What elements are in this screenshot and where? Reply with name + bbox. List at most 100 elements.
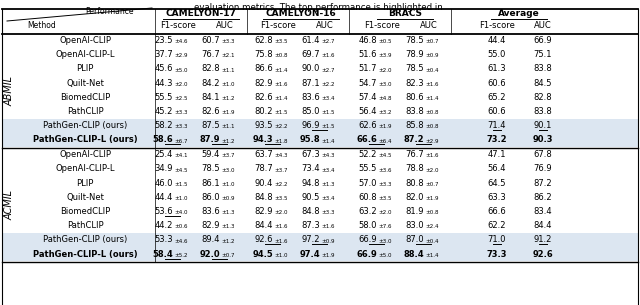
Text: ±2.9: ±2.9: [425, 139, 438, 144]
Text: 83.0: 83.0: [405, 221, 424, 230]
Text: ±1.4: ±1.4: [425, 96, 438, 101]
Text: ±1.0: ±1.0: [221, 82, 234, 87]
Text: 87.2: 87.2: [534, 179, 552, 188]
Text: 90.4: 90.4: [255, 179, 273, 188]
Text: ±3.3: ±3.3: [378, 182, 392, 187]
Text: 61.4: 61.4: [301, 36, 320, 45]
Text: PathGen-CLIP-L (ours): PathGen-CLIP-L (ours): [33, 135, 138, 145]
Text: 90.1: 90.1: [534, 121, 552, 130]
Text: ±1.2: ±1.2: [221, 239, 234, 244]
Text: Quilt-Net: Quilt-Net: [66, 193, 104, 202]
Text: 84.2: 84.2: [202, 79, 220, 88]
Text: 83.6: 83.6: [201, 207, 220, 216]
Text: 47.1: 47.1: [488, 150, 506, 159]
Text: 73.4: 73.4: [301, 164, 320, 174]
Text: PathGen-CLIP-L (ours): PathGen-CLIP-L (ours): [33, 249, 138, 259]
Text: ±0.8: ±0.8: [425, 124, 438, 130]
Text: ±1.5: ±1.5: [321, 110, 335, 115]
Text: F1-score: F1-score: [364, 21, 400, 30]
Text: ±0.4: ±0.4: [425, 68, 438, 73]
Text: 92.6: 92.6: [255, 235, 273, 244]
Text: ±1.6: ±1.6: [321, 224, 335, 229]
Text: 53.3: 53.3: [154, 235, 173, 244]
Text: 45.2: 45.2: [155, 107, 173, 116]
Text: ±4.3: ±4.3: [321, 153, 335, 158]
Text: ±2.1: ±2.1: [221, 53, 234, 59]
Text: 55.5: 55.5: [358, 164, 377, 174]
Text: ±1.6: ±1.6: [425, 82, 438, 87]
Text: ±2.0: ±2.0: [378, 210, 392, 215]
Text: AUC: AUC: [316, 21, 334, 30]
Text: 60.7: 60.7: [202, 36, 220, 45]
Text: 86.2: 86.2: [534, 193, 552, 202]
Text: 85.0: 85.0: [301, 107, 320, 116]
Text: 66.6: 66.6: [488, 207, 506, 216]
Text: 62.8: 62.8: [254, 36, 273, 45]
Text: 80.8: 80.8: [405, 179, 424, 188]
Text: 46.8: 46.8: [358, 36, 377, 45]
Text: 83.8: 83.8: [534, 64, 552, 74]
Text: ±4.5: ±4.5: [378, 153, 392, 158]
Text: ±0.7: ±0.7: [425, 182, 438, 187]
Text: 76.7: 76.7: [405, 150, 424, 159]
Text: 75.8: 75.8: [254, 50, 273, 59]
Text: 65.2: 65.2: [488, 93, 506, 102]
Text: ±1.9: ±1.9: [425, 196, 438, 201]
Text: ACMIL: ACMIL: [5, 190, 15, 220]
Text: ±2.7: ±2.7: [321, 39, 335, 44]
Text: 97.2: 97.2: [301, 235, 320, 244]
Text: CAMELYON-16: CAMELYON-16: [266, 9, 337, 19]
Text: ±1.2: ±1.2: [221, 96, 234, 101]
Text: PathCLIP: PathCLIP: [67, 221, 103, 230]
Text: ±0.7: ±0.7: [425, 39, 438, 44]
Text: ±2.0: ±2.0: [274, 210, 287, 215]
Text: 34.9: 34.9: [154, 164, 173, 174]
Text: 90.3: 90.3: [532, 135, 553, 145]
Text: 94.8: 94.8: [301, 179, 320, 188]
Text: F1-score: F1-score: [260, 21, 296, 30]
Text: 69.7: 69.7: [301, 50, 320, 59]
Text: AUC: AUC: [216, 21, 234, 30]
Text: 46.0: 46.0: [154, 179, 173, 188]
Text: ±1.6: ±1.6: [274, 224, 287, 229]
Text: 52.2: 52.2: [358, 150, 377, 159]
Text: 67.3: 67.3: [301, 150, 320, 159]
Text: ±0.9: ±0.9: [221, 196, 234, 201]
Text: 87.2: 87.2: [403, 135, 424, 145]
Text: ±1.5: ±1.5: [174, 182, 188, 187]
Text: ±2.2: ±2.2: [274, 182, 287, 187]
Text: ±0.8: ±0.8: [425, 110, 438, 115]
Text: PathCLIP: PathCLIP: [67, 107, 103, 116]
Text: 66.9: 66.9: [534, 36, 552, 45]
Text: 87.1: 87.1: [301, 79, 320, 88]
Text: evaluation metrics. The top performance is highlighted in: evaluation metrics. The top performance …: [195, 3, 445, 12]
Text: 62.6: 62.6: [358, 121, 377, 130]
Text: ±2.2: ±2.2: [274, 124, 287, 130]
Text: ±1.0: ±1.0: [174, 196, 188, 201]
Text: 63.2: 63.2: [358, 207, 377, 216]
Text: 59.4: 59.4: [202, 150, 220, 159]
Text: 95.8: 95.8: [300, 135, 320, 145]
Text: 64.5: 64.5: [488, 179, 506, 188]
Text: 87.0: 87.0: [405, 235, 424, 244]
Text: 82.9: 82.9: [255, 79, 273, 88]
Text: OpenAI-CLIP: OpenAI-CLIP: [59, 150, 111, 159]
Text: 86.1: 86.1: [202, 179, 220, 188]
Text: ±2.2: ±2.2: [321, 82, 335, 87]
Text: 88.4: 88.4: [403, 249, 424, 259]
Text: ±4.1: ±4.1: [174, 153, 188, 158]
Text: ±1.6: ±1.6: [425, 153, 438, 158]
Text: ±1.9: ±1.9: [221, 110, 234, 115]
Text: 97.4: 97.4: [300, 249, 320, 259]
Text: 78.5: 78.5: [202, 164, 220, 174]
Text: 83.8: 83.8: [405, 107, 424, 116]
Text: 87.5: 87.5: [202, 121, 220, 130]
Text: 51.6: 51.6: [358, 50, 377, 59]
Text: 71.0: 71.0: [488, 235, 506, 244]
Text: ±3.7: ±3.7: [221, 153, 234, 158]
Text: 75.1: 75.1: [534, 50, 552, 59]
Text: 89.4: 89.4: [202, 235, 220, 244]
Text: 82.6: 82.6: [202, 107, 220, 116]
Text: 66.9: 66.9: [356, 249, 377, 259]
Text: 57.0: 57.0: [358, 179, 377, 188]
